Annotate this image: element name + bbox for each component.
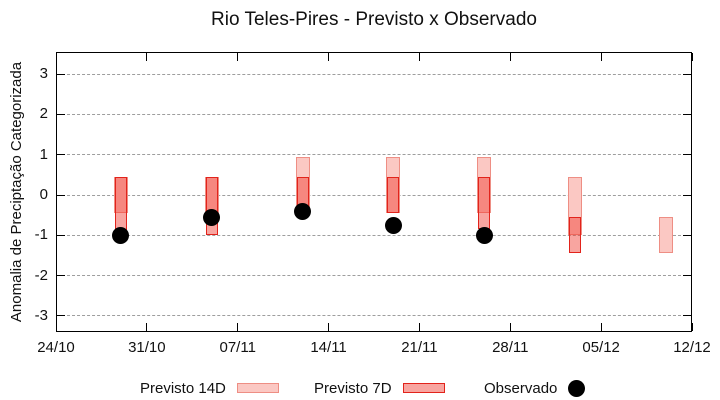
observed-dot	[294, 202, 312, 220]
x-tick-mark-top	[509, 53, 511, 61]
observed-dot	[112, 226, 130, 244]
forecast-14d-bar	[659, 217, 674, 254]
previsto-14d-swatch	[236, 383, 279, 393]
gridline	[57, 275, 691, 277]
observed-dot	[384, 216, 402, 234]
y-tick-mark-right	[683, 154, 691, 156]
y-tick-mark-left	[57, 113, 65, 115]
y-tick-mark-left	[57, 275, 65, 277]
y-tick-mark-left	[57, 234, 65, 236]
x-tick-mark-top	[418, 53, 420, 61]
legend-label-previsto-14d: Previsto 14D	[140, 379, 226, 397]
x-tick-mark-top	[600, 53, 602, 61]
plot-area	[56, 52, 692, 332]
x-tick-mark-bottom	[691, 323, 693, 331]
y-tick-mark-right	[683, 194, 691, 196]
y-tick-mark-left	[57, 73, 65, 75]
x-tick-label: 24/10	[37, 339, 75, 356]
x-tick-mark-bottom	[418, 323, 420, 331]
x-tick-label: 21/11	[401, 339, 438, 356]
y-tick-mark-left	[57, 194, 65, 196]
forecast-14d-bar	[568, 176, 583, 236]
legend-item-previsto-14d: Previsto 14D	[140, 377, 279, 399]
y-tick-mark-left	[57, 154, 65, 156]
x-tick-mark-bottom	[146, 323, 148, 331]
x-tick-label: 07/11	[219, 339, 256, 356]
legend-item-previsto-7d: Previsto 7D	[314, 377, 445, 399]
gridline	[57, 315, 691, 317]
observado-swatch	[568, 379, 586, 397]
legend-label-observado: Observado	[484, 379, 558, 397]
y-tick-mark-right	[683, 73, 691, 75]
x-tick-mark-top	[691, 53, 693, 61]
y-tick-label: 1	[39, 145, 48, 163]
y-tick-label: 3	[39, 65, 48, 83]
x-tick-mark-top	[55, 53, 57, 61]
y-tick-label: -1	[34, 226, 48, 244]
forecast-7d-bar	[387, 176, 400, 214]
x-tick-mark-bottom	[600, 323, 602, 331]
gridline	[57, 154, 691, 156]
gridline	[57, 234, 691, 236]
y-tick-mark-right	[683, 275, 691, 277]
x-tick-mark-bottom	[328, 323, 330, 331]
y-tick-label: 0	[39, 186, 48, 204]
forecast-7d-bar	[205, 176, 218, 236]
x-tick-label: 28/11	[492, 339, 529, 356]
x-tick-mark-bottom	[237, 323, 239, 331]
previsto-7d-swatch	[402, 383, 445, 393]
forecast-14d-bar	[477, 156, 492, 214]
x-tick-label: 12/12	[673, 339, 711, 356]
y-tick-label: -3	[34, 306, 48, 324]
x-tick-label: 14/11	[310, 339, 347, 356]
forecast-7d-bar	[478, 176, 491, 230]
y-tick-label: 2	[39, 105, 48, 123]
x-tick-mark-top	[237, 53, 239, 61]
observed-dot	[203, 208, 221, 226]
x-tick-mark-bottom	[509, 323, 511, 331]
y-tick-label: -2	[34, 266, 48, 284]
x-tick-label: 31/10	[128, 339, 166, 356]
x-tick-mark-top	[328, 53, 330, 61]
x-tick-mark-bottom	[55, 323, 57, 331]
forecast-7d-bar	[569, 217, 582, 254]
chart-title: Rio Teles-Pires - Previsto x Observado	[211, 9, 537, 30]
y-tick-mark-left	[57, 315, 65, 317]
y-tick-mark-right	[683, 315, 691, 317]
y-tick-mark-right	[683, 234, 691, 236]
x-tick-label: 05/12	[582, 339, 620, 356]
y-tick-mark-right	[683, 113, 691, 115]
legend-item-observado: Observado	[484, 377, 586, 399]
forecast-7d-bar	[114, 176, 127, 234]
observed-dot	[475, 226, 493, 244]
x-tick-mark-top	[146, 53, 148, 61]
legend-label-previsto-7d: Previsto 7D	[314, 379, 392, 397]
gridline	[57, 194, 691, 196]
gridline	[57, 73, 691, 75]
gridline	[57, 113, 691, 115]
